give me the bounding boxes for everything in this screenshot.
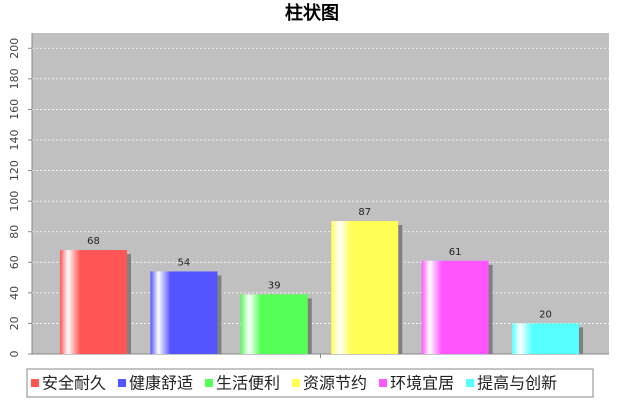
legend-label: 环境宜居 (390, 374, 454, 393)
legend-label: 资源节约 (303, 374, 367, 393)
value-label: 87 (358, 207, 371, 218)
legend-swatch (31, 379, 39, 387)
bar (331, 221, 399, 354)
y-tick-label: 140 (8, 130, 21, 151)
bar (512, 323, 579, 354)
y-tick-label: 40 (8, 286, 21, 300)
value-label: 68 (87, 236, 100, 247)
value-label: 54 (178, 257, 191, 268)
y-tick-label: 180 (8, 68, 21, 89)
legend-swatch (205, 379, 214, 387)
legend-swatch (118, 379, 127, 387)
bar (240, 294, 308, 354)
value-label: 61 (449, 247, 462, 258)
legend-swatch (466, 379, 475, 387)
bar (150, 271, 218, 354)
y-tick-label: 200 (8, 38, 21, 59)
legend-label: 安全耐久 (42, 374, 106, 393)
bar (421, 260, 489, 354)
y-tick-label: 80 (8, 225, 21, 239)
legend-label: 生活便利 (216, 374, 280, 393)
y-tick-label: 0 (8, 351, 21, 358)
value-label: 39 (268, 280, 281, 291)
value-label: 20 (539, 309, 552, 320)
y-tick-label: 20 (8, 316, 21, 330)
legend-swatch (292, 379, 301, 387)
bar (60, 250, 127, 354)
y-tick-label: 60 (8, 255, 21, 269)
chart-title: 柱状图 (285, 2, 339, 24)
y-tick-label: 100 (8, 191, 21, 212)
legend-swatch (379, 379, 388, 387)
y-tick-label: 120 (8, 160, 21, 181)
legend-label: 健康舒适 (129, 374, 193, 393)
legend-label: 提高与创新 (477, 374, 557, 393)
y-tick-label: 160 (8, 99, 21, 120)
